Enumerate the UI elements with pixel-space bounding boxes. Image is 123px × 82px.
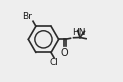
Text: Cl: Cl <box>50 58 59 67</box>
Text: Br: Br <box>23 12 32 21</box>
Text: O: O <box>61 48 69 58</box>
Text: HN: HN <box>72 28 85 37</box>
